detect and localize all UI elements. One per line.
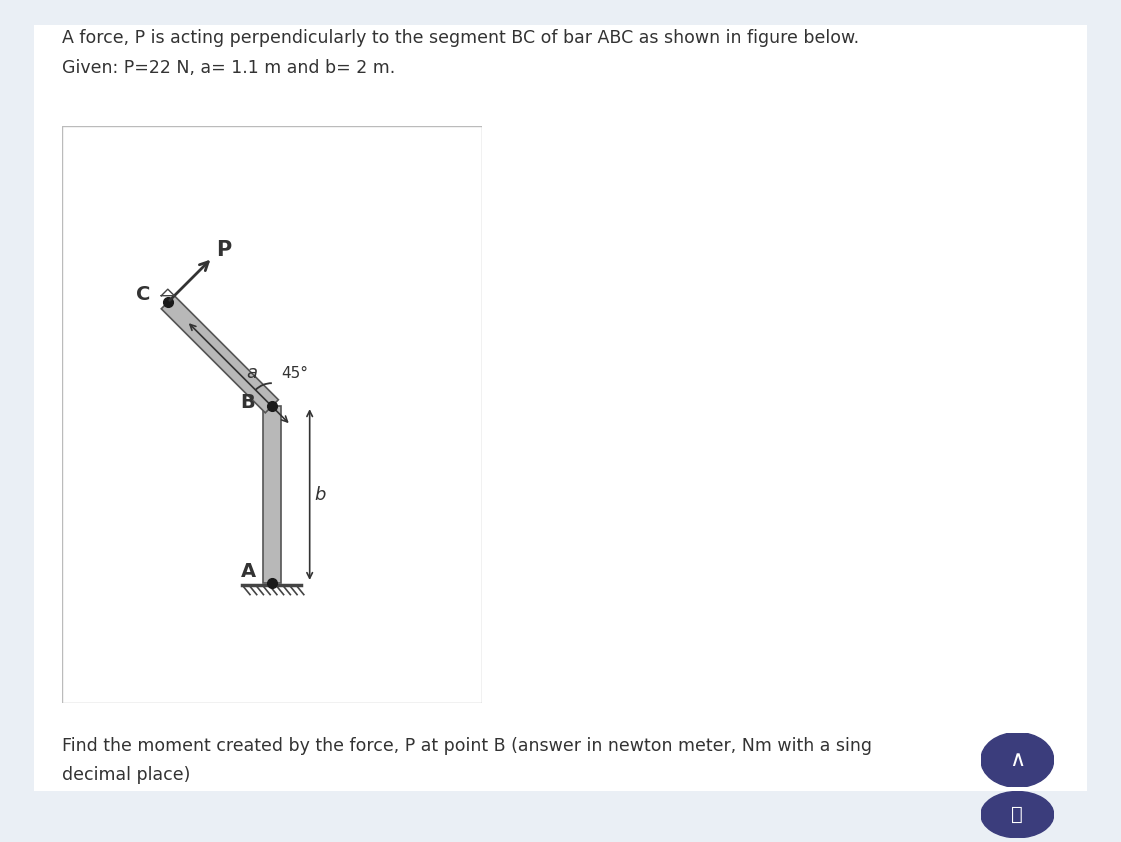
Polygon shape: [262, 407, 281, 583]
Text: ∧: ∧: [1009, 750, 1026, 770]
Text: C: C: [137, 285, 150, 304]
Text: 45°: 45°: [281, 365, 308, 381]
Text: B: B: [240, 393, 254, 413]
Text: P: P: [215, 240, 231, 259]
Text: A force, P is acting perpendicularly to the segment BC of bar ABC as shown in fi: A force, P is acting perpendicularly to …: [62, 29, 859, 47]
Text: ⤢: ⤢: [1011, 805, 1023, 824]
Circle shape: [981, 733, 1054, 787]
Text: decimal place): decimal place): [62, 766, 191, 784]
Text: b: b: [315, 486, 326, 504]
Text: Find the moment created by the force, P at point B (answer in newton meter, Nm w: Find the moment created by the force, P …: [62, 737, 872, 754]
Text: Given: P=22 N, a= 1.1 m and b= 2 m.: Given: P=22 N, a= 1.1 m and b= 2 m.: [62, 59, 395, 77]
FancyBboxPatch shape: [12, 10, 1109, 807]
Circle shape: [981, 791, 1054, 838]
Text: a: a: [247, 365, 258, 382]
Polygon shape: [161, 296, 278, 413]
Text: A: A: [241, 562, 257, 580]
